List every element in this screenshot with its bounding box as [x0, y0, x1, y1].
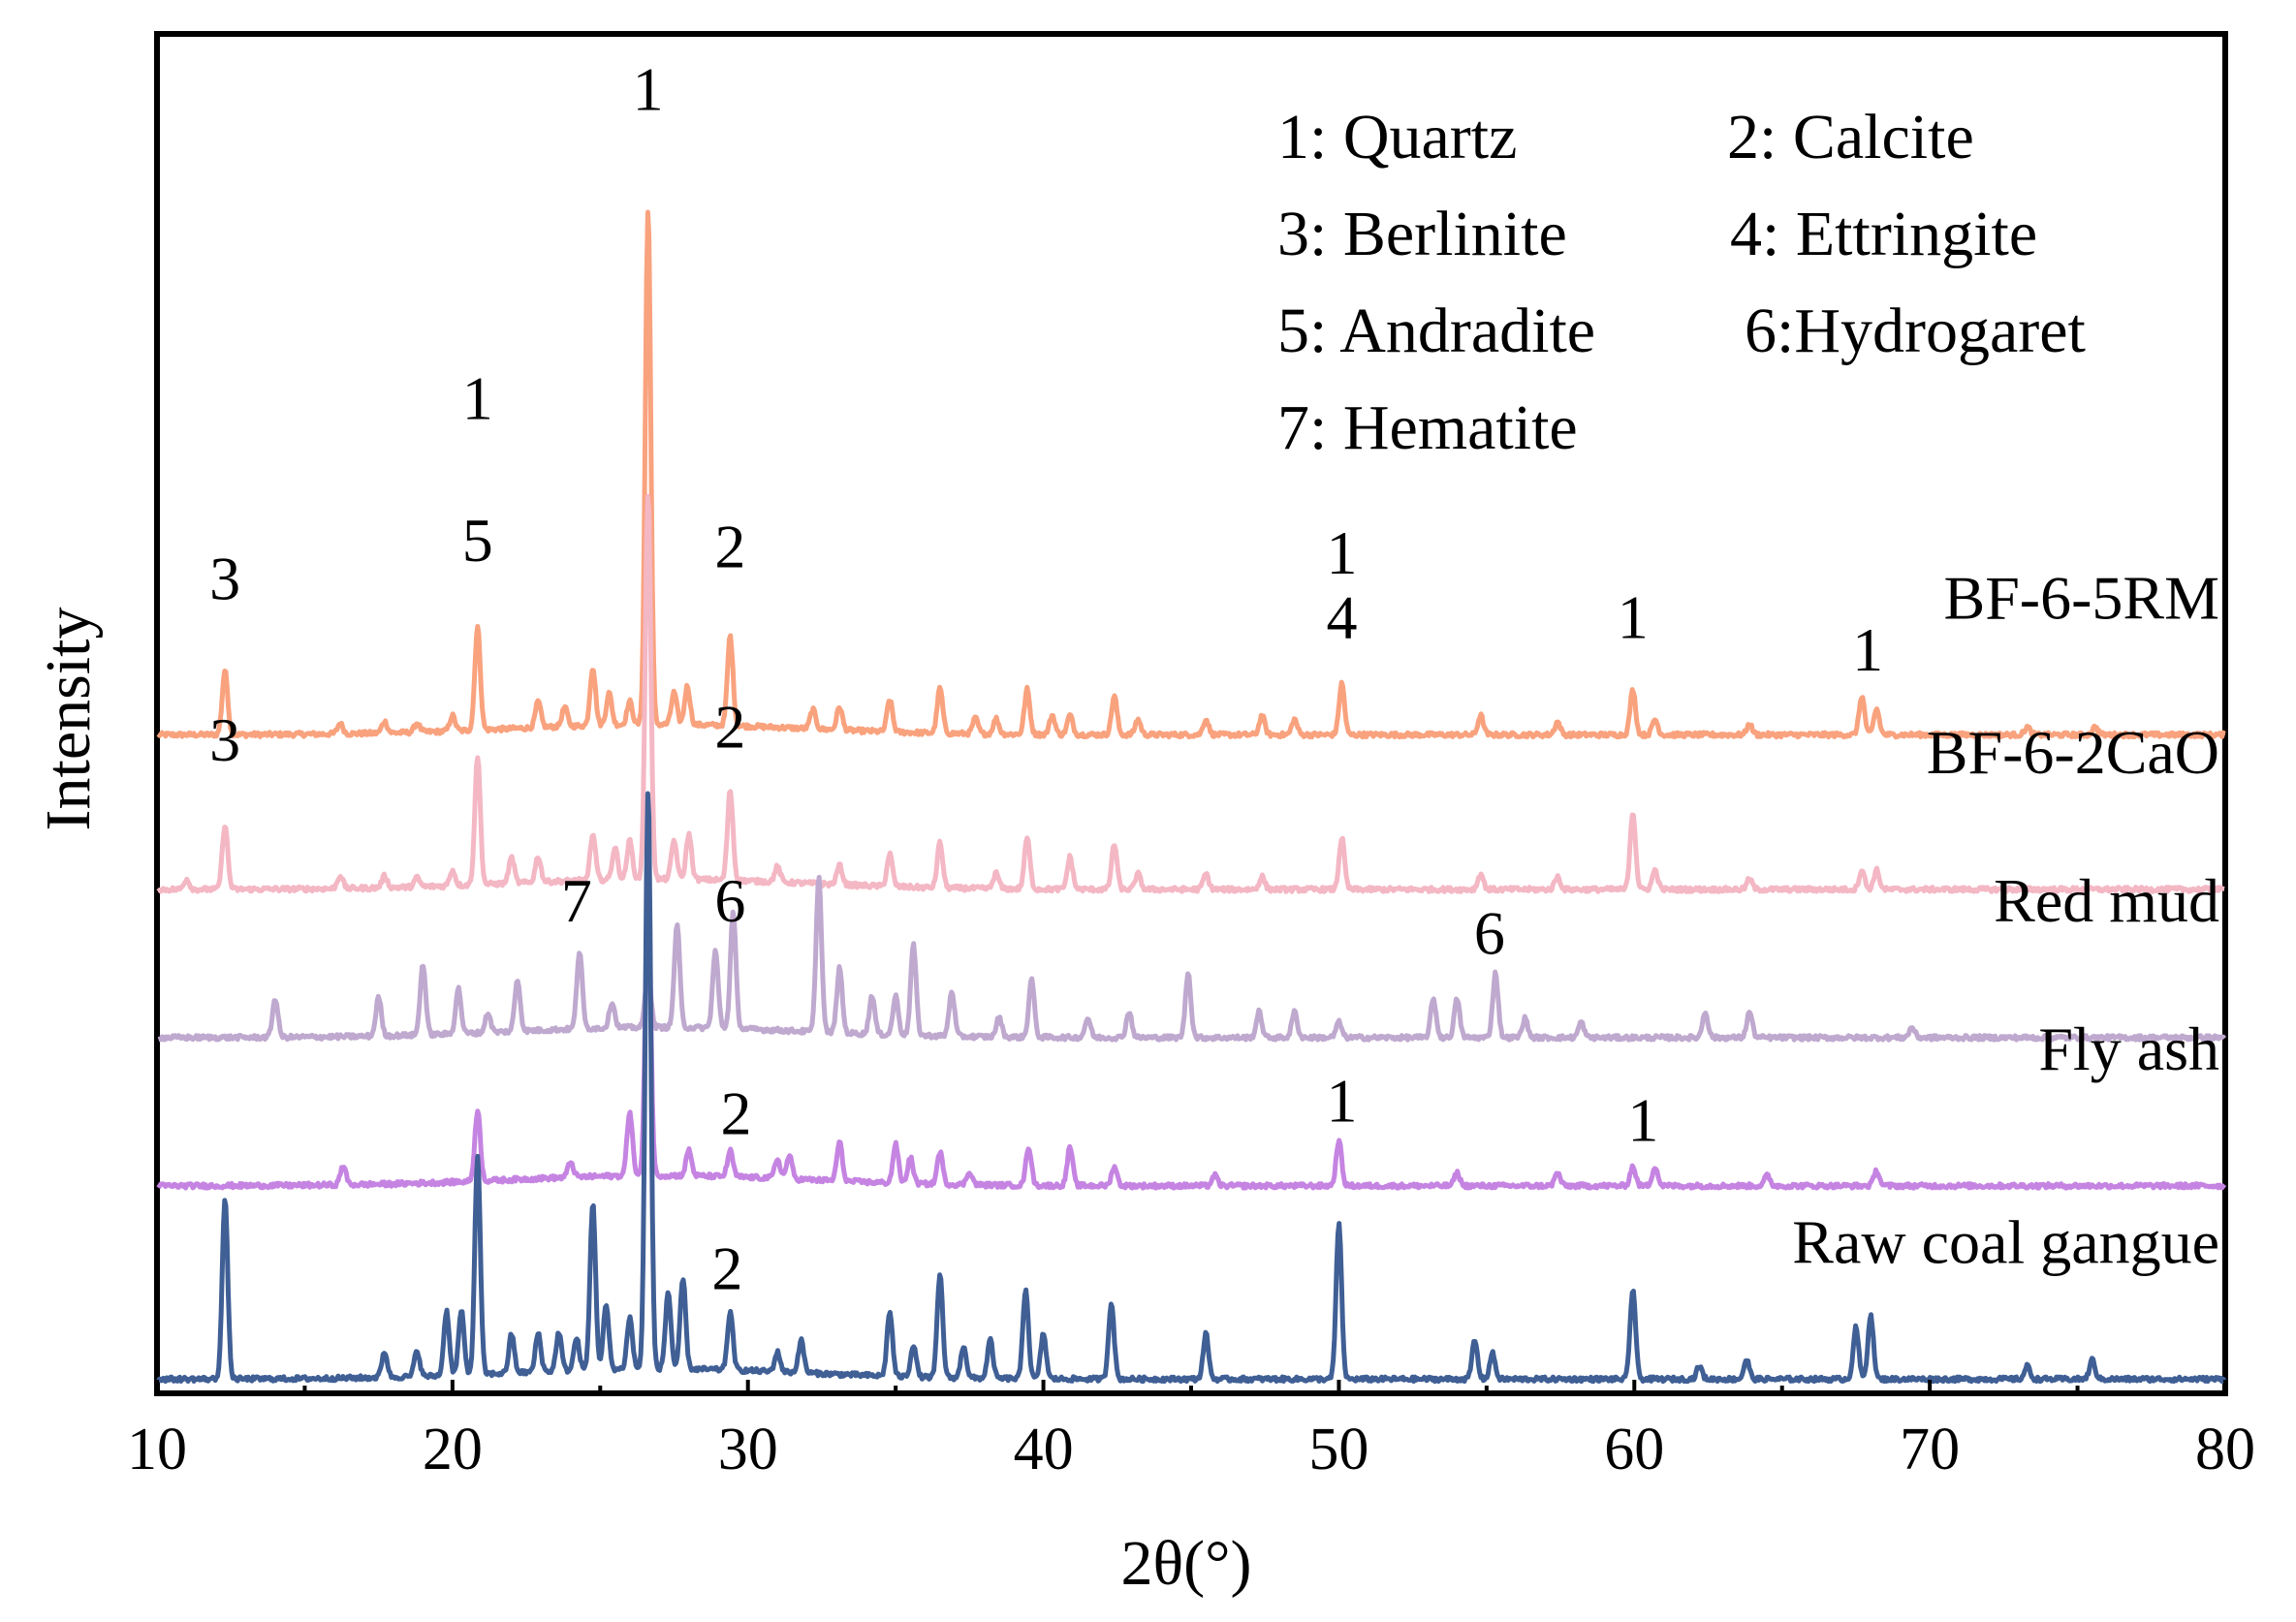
peak-label: 1	[1852, 615, 1883, 684]
peak-label: 7	[561, 866, 592, 935]
series-label: Raw coal gangue	[1792, 1207, 2219, 1276]
legend-entry: 7: Hematite	[1277, 392, 1578, 463]
peak-label: 1	[633, 54, 664, 123]
series-label: BF-6-5RM	[1944, 563, 2220, 632]
series-label: Fly ash	[2038, 1014, 2219, 1083]
legend-entry: 5: Andradite	[1277, 296, 1595, 366]
series-labels: BF-6-5RM BF-6-2CaO Red mud Fly ash Raw coal …	[1792, 563, 2219, 1276]
peak-label: 2	[714, 693, 745, 762]
peak-label: 1	[1326, 518, 1357, 587]
peak-label: 1	[462, 364, 493, 433]
x-tick-label: 40	[1014, 1417, 1074, 1482]
legend-entry: 3: Berlinite	[1277, 199, 1567, 269]
x-tick-label: 50	[1308, 1417, 1368, 1482]
peak-label: 1	[1326, 1066, 1357, 1135]
x-axis-title: 2θ(°)	[1121, 1528, 1252, 1599]
x-ticks: 10 20 30 40 50 60 70 80	[127, 1380, 2255, 1482]
x-tick-label: 80	[2195, 1417, 2255, 1482]
legend-entry: 2: Calcite	[1727, 102, 1974, 172]
peak-label: 1	[1627, 1085, 1658, 1154]
x-tick-label: 20	[423, 1417, 483, 1482]
peak-label: 2	[714, 512, 745, 580]
x-tick-label: 60	[1604, 1417, 1664, 1482]
legend-entry: 1: Quartz	[1277, 102, 1517, 172]
series-line-2	[156, 493, 2226, 894]
legend: 1: Quartz 2: Calcite 3: Berlinite 4: Ett…	[1277, 102, 2086, 463]
x-tick-label: 10	[127, 1417, 187, 1482]
peak-label: 6	[1474, 898, 1505, 967]
peak-label: 3	[209, 705, 240, 774]
peak-label: 2	[721, 1079, 752, 1148]
series-line-5	[156, 791, 2227, 1385]
peak-label: 5	[462, 506, 493, 575]
legend-entry: 6:Hydrogaret	[1745, 296, 2086, 366]
series-line-4	[156, 891, 2227, 1191]
legend-entry: 4: Ettringite	[1730, 199, 2037, 269]
peak-label: 4	[1326, 583, 1357, 652]
x-tick-label: 30	[718, 1417, 778, 1482]
peak-label: 2	[711, 1233, 742, 1302]
y-axis-title: Intensity	[33, 608, 104, 831]
peak-label: 6	[714, 866, 745, 935]
series-line-1	[156, 209, 2226, 740]
peak-label: 3	[209, 545, 240, 613]
series-line-3	[157, 874, 2227, 1043]
series-group	[156, 209, 2227, 1385]
series-label: Red mud	[1994, 866, 2219, 935]
series-label: BF-6-2CaO	[1927, 718, 2219, 787]
peak-label: 1	[1618, 583, 1649, 652]
x-tick-label: 70	[1900, 1417, 1960, 1482]
